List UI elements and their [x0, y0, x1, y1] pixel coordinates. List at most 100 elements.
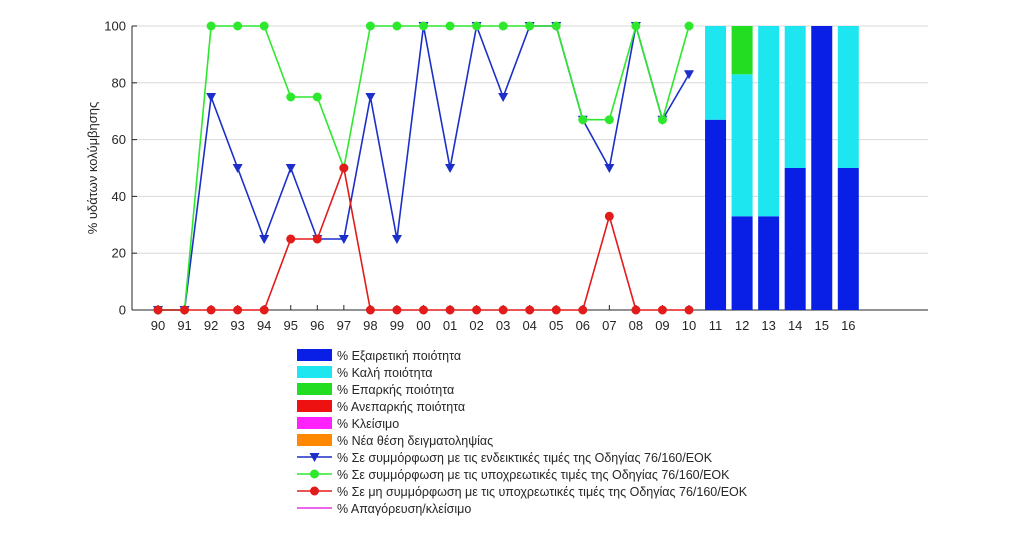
- bar-segment: [731, 74, 753, 217]
- x-tick-label: 02: [469, 318, 483, 333]
- x-tick-label: 92: [204, 318, 218, 333]
- data-point: [259, 235, 270, 244]
- data-point: [206, 93, 217, 102]
- data-point: [472, 21, 482, 31]
- x-tick-label: 06: [576, 318, 590, 333]
- gridlines: [132, 25, 928, 254]
- data-point: [684, 305, 694, 315]
- legend-swatch: [297, 383, 332, 395]
- data-point: [338, 235, 349, 244]
- x-tick-label: 09: [655, 318, 669, 333]
- series-line: [158, 167, 689, 311]
- bar-series-group: [705, 26, 859, 310]
- legend-entry: % Κλείσιμο: [297, 417, 399, 431]
- data-point: [312, 234, 322, 244]
- bar-segment: [731, 216, 753, 310]
- legend-entry: % Νέα θέση δειγματοληψίας: [297, 434, 493, 448]
- legend-entry: % Σε συμμόρφωση με τις ενδεικτικές τιμές…: [297, 451, 713, 465]
- data-point: [657, 115, 667, 125]
- bar-segment: [811, 26, 833, 310]
- legend-entry: % Απαγόρευση/κλείσιμο: [297, 502, 471, 516]
- data-point: [285, 164, 296, 173]
- data-point: [365, 305, 375, 315]
- legend-label: % Νέα θέση δειγματοληψίας: [337, 434, 493, 448]
- data-point: [286, 92, 296, 102]
- legend-label: % Εξαιρετική ποιότητα: [337, 349, 461, 363]
- data-point: [232, 164, 243, 173]
- data-point: [392, 21, 402, 31]
- bar-segment: [731, 26, 753, 75]
- data-point: [684, 21, 694, 31]
- data-point: [310, 486, 319, 496]
- data-point: [153, 305, 163, 315]
- data-point: [309, 453, 320, 462]
- x-tick-label: 16: [841, 318, 855, 333]
- data-point: [310, 469, 319, 479]
- data-point: [206, 21, 216, 31]
- bar-segment: [758, 26, 780, 217]
- line-series-group: [153, 21, 694, 315]
- legend-swatch: [297, 434, 332, 446]
- data-point: [339, 163, 349, 173]
- legend-label: % Απαγόρευση/κλείσιμο: [337, 502, 471, 516]
- x-tick-label: 13: [761, 318, 775, 333]
- data-point: [604, 211, 614, 221]
- data-point: [631, 305, 641, 315]
- data-point: [233, 21, 243, 31]
- data-point: [312, 92, 322, 102]
- legend-label: % Σε συμμόρφωση με τις ενδεικτικές τιμές…: [337, 451, 713, 465]
- y-tick-label: 40: [112, 189, 126, 204]
- data-point: [286, 234, 296, 244]
- data-point: [578, 115, 588, 125]
- data-point: [604, 115, 614, 125]
- x-tick-label: 04: [522, 318, 536, 333]
- x-tick-label: 05: [549, 318, 563, 333]
- legend-label: % Σε συμμόρφωση με τις υποχρεωτικές τιμέ…: [337, 468, 730, 482]
- data-point: [206, 305, 216, 315]
- bar-segment: [784, 26, 806, 168]
- legend-entry: % Εξαιρετική ποιότητα: [297, 349, 461, 363]
- bar-segment: [705, 26, 727, 120]
- x-tick-label: 94: [257, 318, 271, 333]
- y-tick-label: 0: [119, 303, 126, 318]
- data-point: [498, 305, 508, 315]
- bar-segment: [784, 168, 806, 310]
- data-point: [498, 93, 509, 102]
- legend-label: % Ανεπαρκής ποιότητα: [337, 400, 465, 414]
- data-point: [551, 21, 561, 31]
- y-tick-label: 80: [112, 75, 126, 90]
- legend-swatch: [297, 366, 332, 378]
- data-point: [445, 305, 455, 315]
- data-point: [472, 305, 482, 315]
- data-point: [419, 21, 428, 31]
- legend-entry: % Επαρκής ποιότητα: [297, 383, 454, 397]
- legend-label: % Κλείσιμο: [337, 417, 399, 431]
- data-point: [233, 305, 243, 315]
- y-tick-label: 60: [112, 132, 126, 147]
- x-tick-label: 98: [363, 318, 377, 333]
- legend-entry: % Σε συμμόρφωση με τις υποχρεωτικές τιμέ…: [297, 468, 730, 482]
- bar-segment: [837, 168, 859, 310]
- x-tick-label: 14: [788, 318, 802, 333]
- data-point: [445, 164, 456, 173]
- data-point: [684, 70, 694, 80]
- x-tick-label: 91: [177, 318, 191, 333]
- bar-segment: [758, 216, 780, 310]
- x-tick-label: 08: [629, 318, 643, 333]
- data-point: [259, 305, 269, 315]
- data-point: [525, 305, 535, 315]
- data-point: [180, 305, 190, 315]
- data-point: [604, 164, 615, 173]
- bar-segment: [837, 26, 859, 168]
- y-tick-labels: 0 20 40 60 80 100: [104, 19, 126, 318]
- x-tick-label: 11: [709, 318, 723, 333]
- legend-entry: % Ανεπαρκής ποιότητα: [297, 400, 465, 414]
- line-series: [153, 21, 694, 315]
- x-tick-label: 00: [416, 318, 430, 333]
- x-tick-label: 95: [284, 318, 298, 333]
- x-tick-label: 12: [735, 318, 749, 333]
- line-series: [153, 22, 694, 315]
- data-point: [391, 235, 402, 244]
- x-tick-label: 03: [496, 318, 510, 333]
